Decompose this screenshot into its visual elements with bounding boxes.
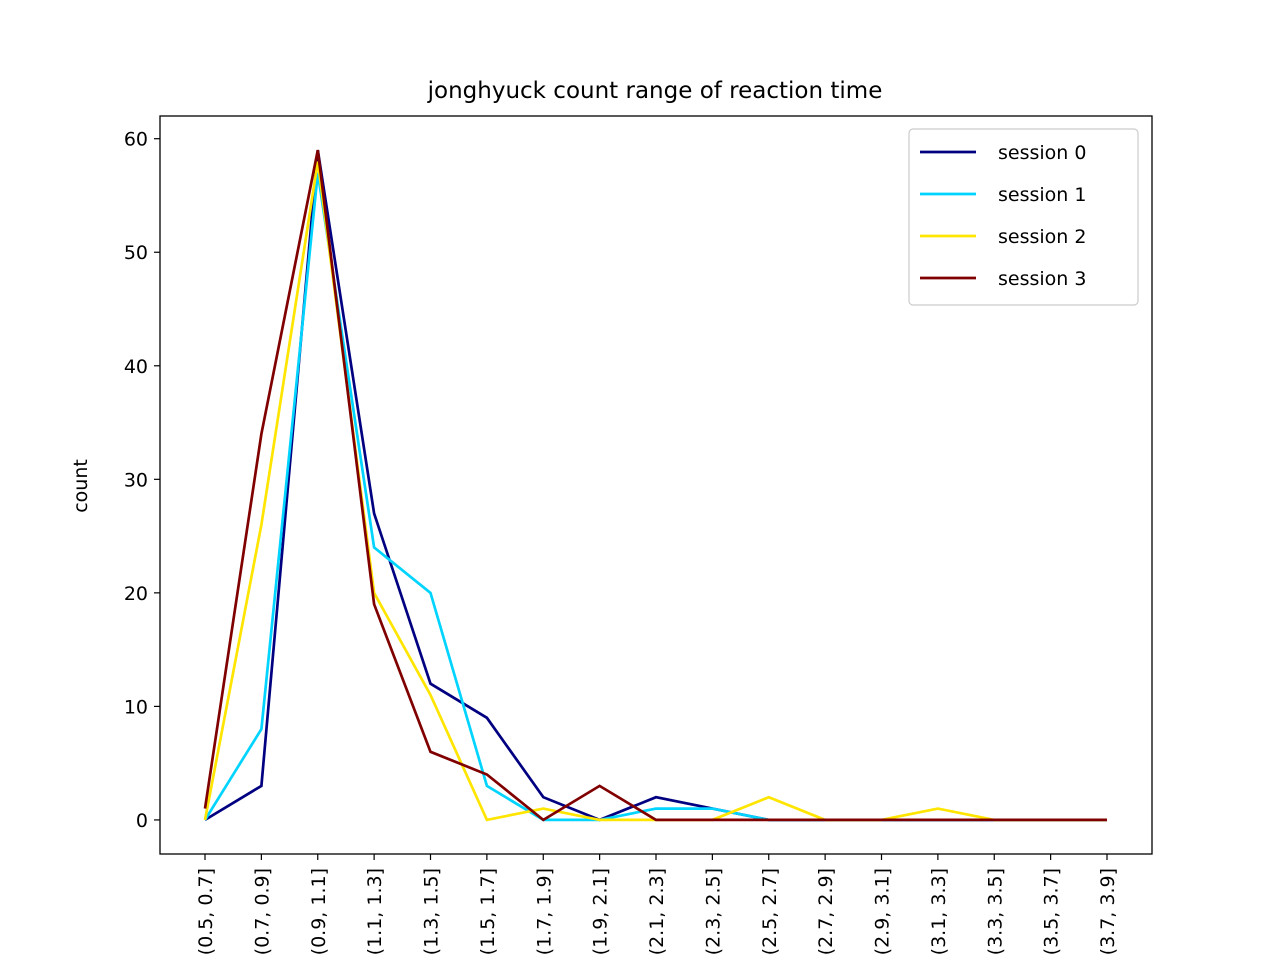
x-tick-label: (1.3, 1.5] (421, 868, 443, 955)
x-tick-label: (1.9, 2.1] (590, 868, 612, 955)
legend-label: session 3 (998, 268, 1086, 290)
plot-frame (159, 115, 1153, 855)
x-tick-label: (3.1, 3.3] (928, 868, 950, 955)
y-axis-ticks: 0 10 20 30 40 50 60 (124, 129, 160, 832)
y-tick-label: 0 (136, 810, 148, 832)
y-tick-label: 10 (124, 696, 148, 718)
x-tick-label: (0.9, 1.1] (308, 868, 330, 955)
y-tick-label: 50 (124, 242, 148, 264)
x-axis-ticks: (0.5, 0.7] (0.7, 0.9] (0.9, 1.1] (1.1, 1.3]… (195, 854, 1119, 955)
x-tick-label: (2.7, 2.9] (815, 868, 837, 955)
x-tick-label: (1.1, 1.3] (364, 868, 386, 955)
series-line-3 (203, 149, 1107, 822)
y-tick-label: 40 (124, 356, 148, 378)
legend-box (908, 128, 1139, 306)
x-tick-label: (0.5, 0.7] (195, 868, 217, 955)
x-tick-label: (2.5, 2.7] (759, 868, 781, 955)
chart-title: jonghyuck count range of reaction time (427, 78, 883, 104)
legend: session 0 session 1 session 2 session 3 (908, 128, 1139, 306)
x-tick-label: (0.7, 0.9] (251, 868, 273, 955)
y-tick-label: 60 (124, 129, 148, 151)
legend-label: session 2 (998, 226, 1086, 248)
y-axis-label: count (70, 459, 92, 513)
legend-label: session 0 (998, 142, 1086, 164)
x-tick-label: (2.3, 2.5] (702, 868, 724, 955)
x-tick-label: (3.5, 3.7] (1041, 868, 1063, 955)
y-tick-label: 20 (124, 583, 148, 605)
x-tick-label: (1.5, 1.7] (477, 868, 499, 955)
x-tick-label: (2.1, 2.3] (646, 868, 668, 955)
x-tick-label: (2.9, 3.1] (872, 868, 894, 955)
legend-label: session 1 (998, 184, 1086, 206)
x-tick-label: (1.7, 1.9] (533, 868, 555, 955)
x-tick-label: (3.3, 3.5] (984, 868, 1006, 955)
series-lines (203, 149, 1107, 822)
y-tick-label: 30 (124, 469, 148, 491)
x-tick-label: (3.7, 3.9] (1097, 868, 1119, 955)
